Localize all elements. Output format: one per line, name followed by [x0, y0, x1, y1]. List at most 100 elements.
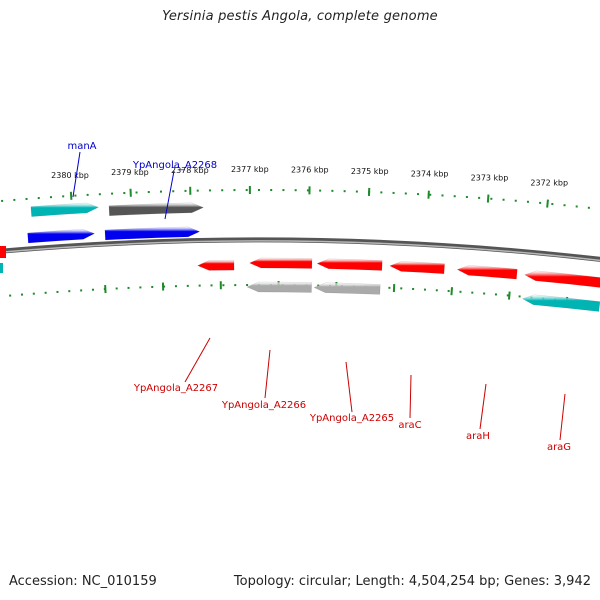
ruler-dot: [49, 196, 52, 199]
ruler-dot: [74, 194, 77, 197]
ruler-dot: [587, 206, 590, 209]
ruler-dot: [208, 189, 211, 192]
ruler-dot: [319, 189, 322, 192]
ruler-dot: [123, 192, 126, 195]
ruler-dot: [80, 289, 83, 292]
label-leader-line: [409, 374, 412, 419]
ruler-dot: [270, 189, 273, 192]
ruler-dot: [502, 198, 505, 201]
feature-edge-fragment: [0, 246, 6, 258]
gene-label-ypangola-a2267[interactable]: YpAngola_A2267: [133, 383, 218, 394]
label-leader-line: [559, 393, 566, 441]
ruler-dot: [506, 294, 509, 297]
label-leader-line: [164, 170, 175, 220]
ruler-dot: [526, 200, 529, 203]
feature-arrow-ypangola-a2265[interactable]: [316, 258, 383, 271]
ruler-dot: [412, 287, 415, 290]
ruler-dot: [44, 291, 47, 294]
ruler-dot: [198, 284, 201, 287]
gene-label-ypangola-a2265[interactable]: YpAngola_A2265: [309, 413, 394, 424]
feature-arrow-arag[interactable]: [524, 270, 600, 288]
ruler-dot: [429, 193, 432, 196]
genome-backbone-highlight: [0, 240, 600, 262]
ruler-dot: [465, 196, 468, 199]
feature-arrow-arah[interactable]: [456, 265, 518, 280]
ruler-dot: [13, 198, 16, 201]
feature-arrow-arac[interactable]: [389, 261, 445, 274]
gene-label-ypangola-a2266[interactable]: YpAngola_A2266: [221, 400, 306, 411]
ruler-dot: [37, 197, 40, 200]
feature-arrow-arag[interactable]: [521, 294, 600, 312]
feature-arrow-ypangola-a2266[interactable]: [248, 257, 313, 269]
ruler-major-tick: [450, 287, 453, 296]
outer-ruler: [1, 189, 590, 209]
ruler-dot: [111, 192, 114, 195]
ruler-dot: [163, 285, 166, 288]
gene-label-arag[interactable]: araG: [547, 442, 571, 453]
ruler-dot: [221, 189, 224, 192]
feature-arrow-ypangola-a2265[interactable]: [313, 282, 381, 295]
ruler-dot: [388, 286, 391, 289]
ruler-tick-label: 2374 kbp: [411, 170, 449, 179]
ruler-dot: [404, 192, 407, 195]
gene-label-arac[interactable]: araC: [398, 420, 421, 431]
ruler-dot: [539, 201, 542, 204]
ruler-dot: [343, 190, 346, 193]
ruler-dot: [86, 193, 89, 196]
ruler-dot: [151, 285, 154, 288]
gene-label-mana[interactable]: manA: [67, 141, 96, 152]
ruler-major-tick: [546, 199, 549, 208]
ruler-dot: [380, 191, 383, 194]
label-leader-line: [345, 361, 353, 413]
ruler-dot: [147, 191, 150, 194]
ruler-dot: [494, 293, 497, 296]
ruler-dot: [575, 205, 578, 208]
ruler-tick-label: 2377 kbp: [231, 165, 269, 174]
ruler-dot: [551, 203, 554, 206]
ruler-major-tick: [486, 194, 490, 203]
ruler-dot: [392, 191, 395, 194]
ruler-dot: [184, 189, 187, 192]
ruler-dot: [490, 197, 493, 200]
ruler-tick-label: 2379 kbp: [111, 168, 149, 177]
ruler-dot: [210, 284, 213, 287]
feature-arrow-ypangola-a2268[interactable]: [108, 202, 204, 217]
ruler-tick-label: 2373 kbp: [471, 174, 509, 183]
ruler-dot: [478, 196, 481, 199]
ruler-dot: [160, 190, 163, 193]
ruler-dot: [435, 289, 438, 292]
ruler-dot: [98, 193, 101, 196]
accession-text: Accession: NC_010159: [9, 574, 157, 589]
ruler-tick-label: 2375 kbp: [351, 167, 389, 176]
gene-label-arah[interactable]: araH: [466, 431, 490, 442]
ruler-dot: [20, 293, 23, 296]
map-title: Yersinia pestis Angola, complete genome: [162, 9, 438, 24]
ruler-dot: [68, 290, 71, 293]
ruler-dot: [471, 291, 474, 294]
feature-edge-fragment: [0, 263, 3, 273]
feature-arrow-ypangola-a2266[interactable]: [246, 281, 312, 293]
feature-arrow-ypangola-a2268[interactable]: [104, 226, 201, 241]
ruler-dot: [186, 284, 189, 287]
ruler-dot: [174, 285, 177, 288]
ruler-dot: [233, 189, 236, 192]
ruler-dot: [417, 193, 420, 196]
ruler-dot: [245, 189, 248, 192]
ruler-dot: [9, 294, 12, 297]
label-leader-line: [184, 337, 211, 383]
ruler-tick-label: 2378 kbp: [171, 166, 209, 175]
ruler-dot: [257, 189, 260, 192]
ruler-dot: [91, 288, 94, 291]
ruler-tick-label: 2380 kbp: [51, 171, 89, 180]
ruler-dot: [56, 290, 59, 293]
ruler-dot: [32, 292, 35, 295]
feature-arrow-ypangola-a2267[interactable]: [197, 259, 235, 271]
ruler-tick-label: 2372 kbp: [530, 179, 568, 188]
gene-label-ypangola-a2268[interactable]: YpAngola_A2268: [132, 160, 217, 171]
ruler-dot: [282, 189, 285, 192]
feature-arrow-mana[interactable]: [27, 228, 96, 244]
ruler-dot: [234, 284, 237, 287]
ruler-dot: [563, 204, 566, 207]
feature-arrow-mana[interactable]: [30, 202, 100, 217]
